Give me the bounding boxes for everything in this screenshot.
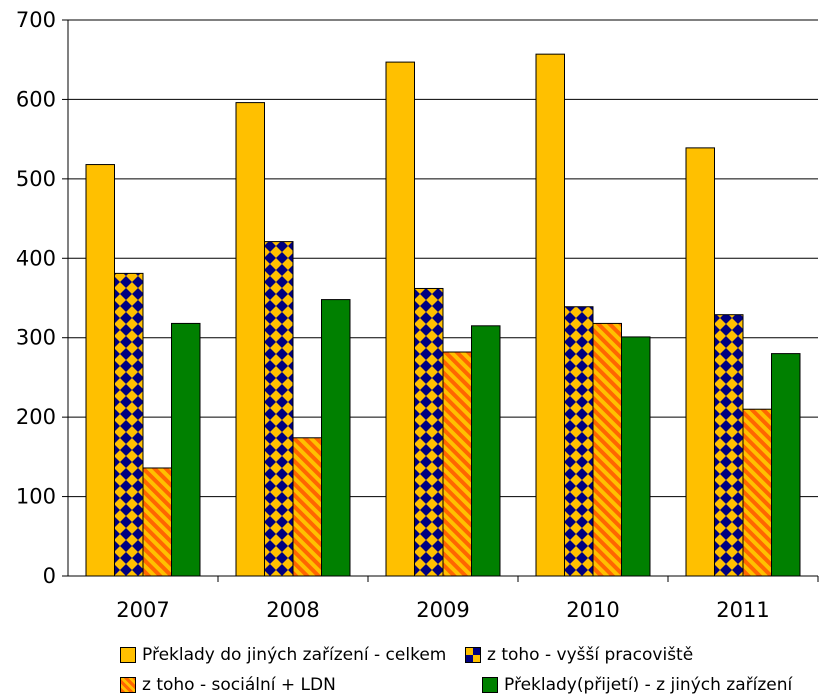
bar-2009-series-2	[442, 351, 472, 577]
legend-swatch-vyssi	[465, 647, 481, 663]
bars	[85, 53, 801, 577]
bar-2009-series-1	[414, 287, 444, 577]
bar-2010-series-0	[535, 53, 565, 577]
bar-2007-series-0	[85, 164, 115, 577]
bar-2011-series-3	[771, 353, 801, 577]
legend-swatch-celkem	[120, 647, 136, 663]
legend-item-celkem: Překlady do jiných zařízení - celkem	[120, 645, 446, 665]
axes	[62, 19, 819, 582]
y-tick-label-200: 200	[16, 405, 56, 429]
x-label-2007: 2007	[116, 598, 169, 622]
legend-label-vyssi: z toho - vyšší pracoviště	[487, 645, 694, 665]
bar-2009-series-0	[385, 61, 415, 577]
bar-2008-series-1	[264, 241, 294, 577]
legend-swatch-prijeti	[482, 677, 498, 693]
x-category-labels: 2007 2008 2009 2010 2011	[116, 598, 769, 622]
bar-2011-series-0	[685, 147, 715, 577]
y-tick-label-600: 600	[16, 87, 56, 111]
bar-2007-series-1	[114, 272, 144, 577]
bar-2010-series-1	[564, 306, 594, 577]
legend-label-socialni: z toho - sociální + LDN	[142, 675, 336, 695]
legend-swatch-socialni	[120, 677, 136, 693]
y-tick-label-300: 300	[16, 326, 56, 350]
bar-2011-series-1	[714, 314, 744, 577]
y-tick-label-700: 700	[16, 8, 56, 32]
bar-2008-series-3	[321, 299, 351, 577]
x-label-2011: 2011	[716, 598, 769, 622]
legend-label-prijeti: Překlady(přijetí) - z jiných zařízení	[504, 675, 793, 695]
legend-item-vyssi: z toho - vyšší pracoviště	[465, 645, 693, 665]
legend-item-prijeti: Překlady(přijetí) - z jiných zařízení	[482, 675, 792, 695]
y-tick-label-0: 0	[43, 564, 56, 588]
bar-2010-series-3	[621, 336, 651, 577]
bar-2008-series-0	[235, 102, 265, 577]
x-label-2008: 2008	[266, 598, 319, 622]
x-label-2009: 2009	[416, 598, 469, 622]
y-tick-label-100: 100	[16, 485, 56, 509]
y-tick-label-500: 500	[16, 167, 56, 191]
bar-2010-series-2	[592, 322, 622, 577]
y-tick-labels: 0 100 200 300 400 500 600 700	[16, 8, 56, 588]
bar-2011-series-2	[742, 408, 772, 577]
y-tick-label-400: 400	[16, 246, 56, 270]
legend-label-celkem: Překlady do jiných zařízení - celkem	[142, 645, 447, 665]
bar-2007-series-3	[171, 322, 201, 577]
bar-2008-series-2	[292, 437, 322, 577]
legend-item-socialni: z toho - sociální + LDN	[120, 675, 336, 695]
x-label-2010: 2010	[566, 598, 619, 622]
bar-2009-series-3	[471, 325, 501, 577]
bar-2007-series-2	[142, 467, 172, 577]
